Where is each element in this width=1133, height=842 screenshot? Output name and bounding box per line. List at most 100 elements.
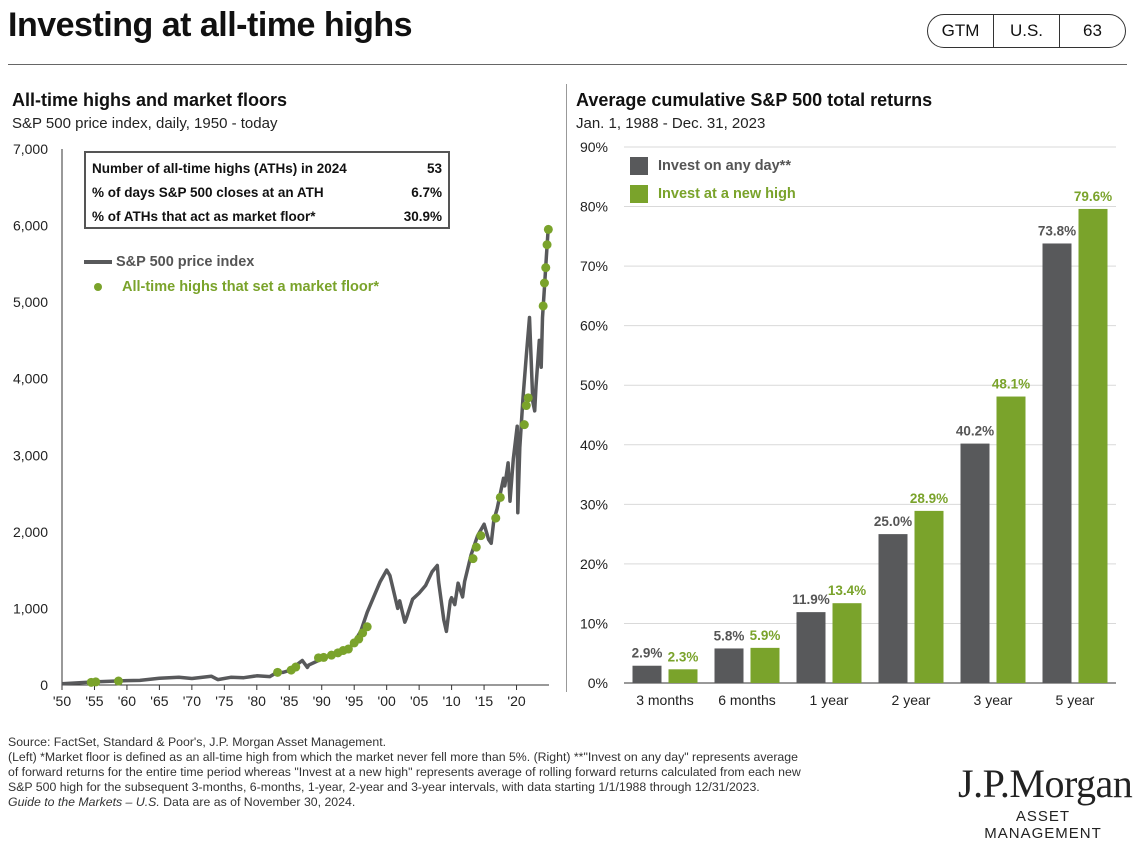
bar [1078, 208, 1108, 683]
market-floor-point [538, 301, 548, 311]
market-floor-point [476, 531, 486, 541]
legend-item-new-high: Invest at a new high [630, 180, 796, 208]
x-category-label: 3 months [636, 692, 694, 708]
bar-value-label: 5.9% [750, 628, 781, 643]
market-floor-point [471, 542, 481, 552]
market-floor-point [468, 554, 478, 564]
y-tick-label: 50% [580, 377, 608, 393]
market-floor-point [542, 240, 552, 250]
y-tick-label: 90% [580, 139, 608, 155]
bar-value-label: 73.8% [1038, 223, 1076, 238]
y-tick-label: 10% [580, 615, 608, 631]
x-tick-label: '90 [313, 693, 331, 709]
legend-swatch-gray [630, 157, 648, 175]
bar [632, 665, 662, 683]
y-tick-label: 6,000 [13, 218, 48, 234]
y-tick-label: 20% [580, 556, 608, 572]
market-floor-point [319, 652, 329, 662]
footnote-line: of forward returns for the entire time p… [8, 765, 801, 779]
market-floor-point [113, 676, 123, 686]
stats-label: Number of all-time highs (ATHs) in 2024 [92, 160, 347, 176]
right-chart-subtitle: Jan. 1, 1988 - Dec. 31, 2023 [576, 115, 766, 132]
bar [878, 534, 908, 683]
x-tick-label: '80 [248, 693, 266, 709]
market-floor-point [543, 224, 553, 234]
market-floor-point [291, 662, 301, 672]
bar [1042, 243, 1072, 683]
y-tick-label: 7,000 [13, 141, 48, 157]
x-tick-label: '85 [280, 693, 298, 709]
stats-label: % of ATHs that act as market floor* [92, 208, 316, 224]
stats-value: 30.9% [403, 208, 442, 224]
legend-line-swatch [84, 260, 112, 264]
bar [750, 647, 780, 683]
legend-label-new-high: Invest at a new high [658, 186, 796, 202]
right-legend: Invest on any day** Invest at a new high [630, 152, 796, 208]
x-category-label: 3 year [974, 692, 1013, 708]
footnote-date: Data are as of November 30, 2024. [159, 795, 356, 809]
bar [714, 648, 744, 683]
market-floor-point [358, 628, 368, 638]
bar-value-label: 2.9% [632, 646, 663, 661]
logo-name: J.P.Morgan [958, 761, 1133, 806]
x-tick-label: '20 [507, 693, 525, 709]
bar [960, 443, 990, 683]
jpmorgan-logo: J.P.Morgan ASSET MANAGEMENT [958, 761, 1133, 842]
x-tick-label: '65 [150, 693, 168, 709]
bar [796, 612, 826, 683]
footnote-line: Guide to the Markets – U.S. Data are as … [8, 795, 938, 810]
x-tick-label: '00 [378, 693, 396, 709]
x-tick-label: '75 [215, 693, 233, 709]
x-category-label: 6 months [718, 692, 776, 708]
y-tick-label: 80% [580, 199, 608, 215]
legend-label-any-day: Invest on any day** [658, 158, 791, 174]
bar-value-label: 11.9% [792, 592, 830, 607]
x-tick-label: '15 [475, 693, 493, 709]
market-floor-point [91, 677, 101, 687]
footnote-line: (Left) *Market floor is defined as an al… [8, 750, 798, 764]
returns-bar-chart: 0% 10% 20% 30% 40% 50% 60% 70% 80% 90% 2.9% 2.3% 3 m… [580, 139, 1116, 708]
y-tick-label: 5,000 [13, 294, 48, 310]
y-tick-label: 0 [40, 677, 48, 693]
market-floor-point [521, 401, 531, 411]
x-category-label: 5 year [1056, 692, 1095, 708]
y-tick-label: 40% [580, 437, 608, 453]
sp500-line-chart: 0 1,000 2,000 3,000 4,000 5,000 6,000 7,000 '50 '… [13, 141, 553, 709]
legend-item-floors: All-time highs that set a market floor* [84, 274, 379, 300]
market-floor-point [495, 492, 505, 502]
left-chart-title: All-time highs and market floors [12, 90, 288, 110]
bar-value-label: 28.9% [910, 491, 948, 506]
legend-dot-swatch [94, 283, 102, 291]
footnotes: Source: FactSet, Standard & Poor's, J.P.… [8, 735, 938, 810]
y-tick-label: 1,000 [13, 600, 48, 616]
x-tick-label: '55 [85, 693, 103, 709]
footnote-guide-name: Guide to the Markets – U.S. [8, 795, 160, 809]
y-tick-label: 0% [588, 675, 608, 691]
badge-gtm: GTM [941, 21, 980, 40]
right-chart-title: Average cumulative S&P 500 total returns [576, 90, 933, 110]
legend-item-price: S&P 500 price index [84, 250, 379, 274]
bar [914, 510, 944, 683]
y-tick-label: 4,000 [13, 371, 48, 387]
panel-divider [566, 84, 567, 692]
bar-value-label: 48.1% [992, 377, 1030, 392]
gtm-badge: GTM U.S. 63 [927, 14, 1126, 48]
bar-value-label: 40.2% [956, 424, 994, 439]
badge-page-number: 63 [1059, 15, 1125, 47]
x-tick-label: '70 [183, 693, 201, 709]
bar [996, 396, 1026, 683]
stats-label: % of days S&P 500 closes at an ATH [92, 184, 324, 200]
left-legend: S&P 500 price index All-time highs that … [84, 250, 379, 300]
legend-label-floors: All-time highs that set a market floor* [122, 279, 380, 295]
y-tick-label: 30% [580, 496, 608, 512]
x-tick-label: '10 [442, 693, 460, 709]
footnote-source: Source: FactSet, Standard & Poor's, J.P.… [8, 735, 387, 749]
stats-box: Number of all-time highs (ATHs) in 2024 … [84, 151, 450, 229]
sp500-price-line [61, 225, 551, 686]
badge-region: U.S. [993, 15, 1059, 47]
market-floor-point [539, 278, 549, 288]
stats-row: % of ATHs that act as market floor* 30.9… [92, 204, 442, 228]
header-divider [8, 64, 1127, 65]
bar-value-label: 5.8% [714, 628, 745, 643]
legend-swatch-green [630, 185, 648, 203]
